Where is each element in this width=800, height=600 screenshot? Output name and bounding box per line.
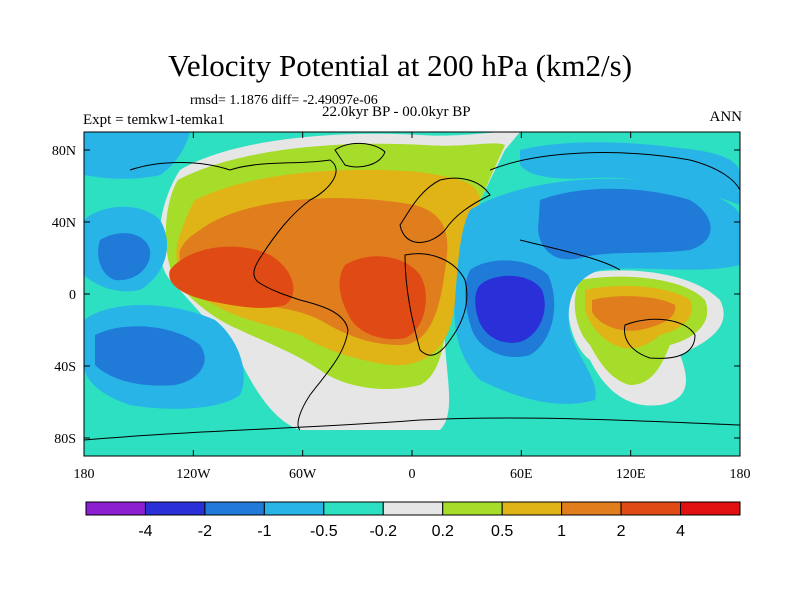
colorbar-label: 0.5 [491,523,513,540]
y-tick-label: 40S [54,360,76,375]
coast-north-america [129,159,337,301]
colorbar-swatch [144,501,206,516]
contour-band-darkblue [475,275,545,343]
coast-antarctica [84,417,740,441]
colorbar-swatch [204,501,265,516]
coast-greenland [334,143,386,168]
contour-band-red-pacific [169,246,294,308]
x-tick-label: 60E [510,467,533,482]
y-axis: 80N 40N 0 40S 80S [52,144,740,447]
colorbar-label: 2 [617,523,626,540]
colorbar-swatch [382,501,444,516]
x-axis: 180 120W 60W 0 60E 120E 180 [74,132,751,482]
y-tick-label: 80S [54,432,76,447]
y-tick-label: 40N [52,216,76,231]
colorbar-swatch [680,501,741,516]
contour-band-cyan [84,132,190,179]
y-tick-label: 0 [69,288,76,303]
coast-europe-africa [399,177,491,356]
contour-band-blue [95,326,205,386]
chart-title: Velocity Potential at 200 hPa (km2/s) [167,48,633,83]
colorbar-swatch [85,501,146,516]
contour-band-cyan [520,142,740,205]
experiment-label: Expt = temkw1-temka1 [83,112,225,128]
contour-band-orange [592,296,676,331]
x-tick-label: 180 [730,467,751,482]
colorbar-swatch [323,501,384,516]
colorbar-swatch [501,501,563,516]
x-tick-label: 120E [616,467,646,482]
x-tick-label: 120W [176,467,211,482]
colorbar: -4 -2 -1 -0.5 -0.2 0.2 0.5 1 2 4 [85,501,741,540]
contour-band-blue [538,188,711,260]
colorbar-label: -2 [198,523,212,540]
colorbar-label: 1 [557,523,566,540]
colorbar-swatch [442,501,503,516]
contour-fill [84,132,740,456]
y-tick-label: 80N [52,144,76,159]
colorbar-label: -0.2 [369,523,397,540]
stats-text: rmsd= 1.1876 diff= -2.49097e-06 [190,93,378,108]
colorbar-label: 0.2 [432,523,454,540]
colorbar-swatch [620,501,682,516]
colorbar-label: -4 [138,523,152,540]
colorbar-swatch [561,501,622,516]
x-tick-label: 0 [409,467,416,482]
coastlines [84,143,740,441]
colorbar-label: 4 [676,523,685,540]
contour-band-red-atlantic [339,256,426,340]
colorbar-swatch [263,501,325,516]
coast-eurasia [489,152,740,271]
colorbar-label: -1 [257,523,271,540]
season-label: ANN [709,109,743,125]
colorbar-label: -0.5 [310,523,338,540]
coast-south-america [297,299,349,431]
x-tick-label: 60W [289,467,317,482]
coast-australia [623,318,696,359]
x-tick-label: 180 [74,467,95,482]
contour-band-blue [98,233,151,281]
period-label: 22.0kyr BP - 00.0kyr BP [322,104,471,120]
